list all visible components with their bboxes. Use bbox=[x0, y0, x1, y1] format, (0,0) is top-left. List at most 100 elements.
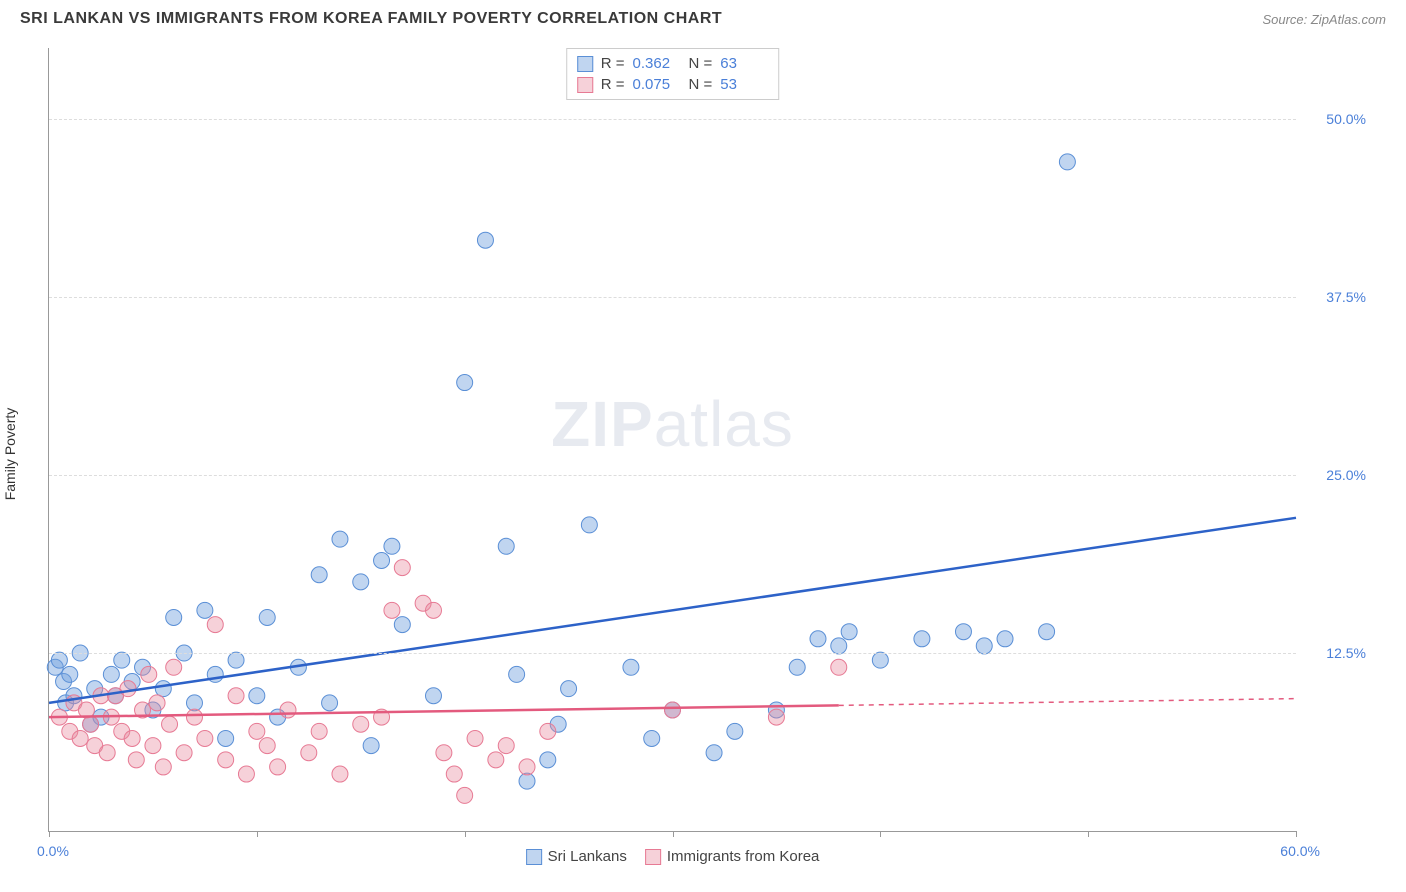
data-point bbox=[62, 666, 78, 682]
data-point bbox=[155, 681, 171, 697]
data-point bbox=[540, 723, 556, 739]
data-point bbox=[467, 730, 483, 746]
data-point bbox=[384, 538, 400, 554]
n-label: N = bbox=[689, 55, 713, 72]
gridline bbox=[49, 475, 1296, 476]
data-point bbox=[83, 716, 99, 732]
data-point bbox=[114, 652, 130, 668]
series-legend: Sri Lankans Immigrants from Korea bbox=[526, 848, 820, 865]
regression-line bbox=[49, 705, 839, 717]
data-point bbox=[394, 560, 410, 576]
y-tick-label: 12.5% bbox=[1306, 645, 1366, 661]
x-tick bbox=[1088, 831, 1089, 837]
data-point bbox=[519, 773, 535, 789]
y-axis-label: Family Poverty bbox=[2, 408, 18, 501]
data-point bbox=[540, 752, 556, 768]
data-point bbox=[218, 730, 234, 746]
data-point bbox=[228, 688, 244, 704]
legend-label: Sri Lankans bbox=[548, 848, 627, 865]
y-tick-label: 50.0% bbox=[1306, 111, 1366, 127]
gridline bbox=[49, 297, 1296, 298]
regression-line bbox=[49, 518, 1296, 703]
r-value: 0.075 bbox=[633, 76, 681, 93]
x-tick bbox=[673, 831, 674, 837]
stats-legend-box: R =0.362N =63R =0.075N =53 bbox=[566, 48, 780, 100]
scatter-plot bbox=[49, 48, 1296, 831]
data-point bbox=[1039, 624, 1055, 640]
chart-area: ZIPatlas R =0.362N =63R =0.075N =53 Sri … bbox=[48, 48, 1296, 832]
data-point bbox=[498, 738, 514, 754]
data-point bbox=[425, 688, 441, 704]
data-point bbox=[488, 752, 504, 768]
data-point bbox=[197, 730, 213, 746]
data-point bbox=[311, 723, 327, 739]
data-point bbox=[51, 652, 67, 668]
data-point bbox=[103, 666, 119, 682]
data-point bbox=[228, 652, 244, 668]
data-point bbox=[581, 517, 597, 533]
data-point bbox=[238, 766, 254, 782]
legend-swatch bbox=[577, 77, 593, 93]
data-point bbox=[831, 659, 847, 675]
data-point bbox=[72, 730, 88, 746]
r-label: R = bbox=[601, 76, 625, 93]
data-point bbox=[727, 723, 743, 739]
data-point bbox=[270, 759, 286, 775]
y-tick-label: 25.0% bbox=[1306, 467, 1366, 483]
data-point bbox=[706, 745, 722, 761]
data-point bbox=[810, 631, 826, 647]
data-point bbox=[207, 617, 223, 633]
x-tick bbox=[465, 831, 466, 837]
data-point bbox=[841, 624, 857, 640]
data-point bbox=[120, 681, 136, 697]
data-point bbox=[363, 738, 379, 754]
data-point bbox=[166, 609, 182, 625]
legend-item: Sri Lankans bbox=[526, 848, 627, 865]
x-min-label: 0.0% bbox=[37, 843, 69, 859]
data-point bbox=[623, 659, 639, 675]
data-point bbox=[155, 759, 171, 775]
data-point bbox=[259, 609, 275, 625]
data-point bbox=[436, 745, 452, 761]
x-tick bbox=[49, 831, 50, 837]
data-point bbox=[332, 766, 348, 782]
data-point bbox=[477, 232, 493, 248]
data-point bbox=[166, 659, 182, 675]
data-point bbox=[311, 567, 327, 583]
data-point bbox=[976, 638, 992, 654]
legend-swatch bbox=[645, 849, 661, 865]
x-tick bbox=[1296, 831, 1297, 837]
gridline bbox=[49, 119, 1296, 120]
data-point bbox=[425, 602, 441, 618]
data-point bbox=[519, 759, 535, 775]
x-max-label: 60.0% bbox=[1280, 843, 1320, 859]
data-point bbox=[162, 716, 178, 732]
r-value: 0.362 bbox=[633, 55, 681, 72]
data-point bbox=[197, 602, 213, 618]
legend-item: Immigrants from Korea bbox=[645, 848, 820, 865]
data-point bbox=[249, 723, 265, 739]
data-point bbox=[768, 709, 784, 725]
data-point bbox=[914, 631, 930, 647]
data-point bbox=[665, 702, 681, 718]
data-point bbox=[145, 738, 161, 754]
data-point bbox=[384, 602, 400, 618]
data-point bbox=[789, 659, 805, 675]
data-point bbox=[218, 752, 234, 768]
data-point bbox=[353, 716, 369, 732]
chart-title: SRI LANKAN VS IMMIGRANTS FROM KOREA FAMI… bbox=[20, 10, 722, 28]
data-point bbox=[644, 730, 660, 746]
data-point bbox=[128, 752, 144, 768]
data-point bbox=[997, 631, 1013, 647]
stats-row: R =0.075N =53 bbox=[577, 74, 769, 95]
data-point bbox=[872, 652, 888, 668]
data-point bbox=[124, 730, 140, 746]
data-point bbox=[141, 666, 157, 682]
data-point bbox=[955, 624, 971, 640]
data-point bbox=[446, 766, 462, 782]
data-point bbox=[394, 617, 410, 633]
data-point bbox=[322, 695, 338, 711]
gridline bbox=[49, 653, 1296, 654]
data-point bbox=[561, 681, 577, 697]
data-point bbox=[149, 695, 165, 711]
